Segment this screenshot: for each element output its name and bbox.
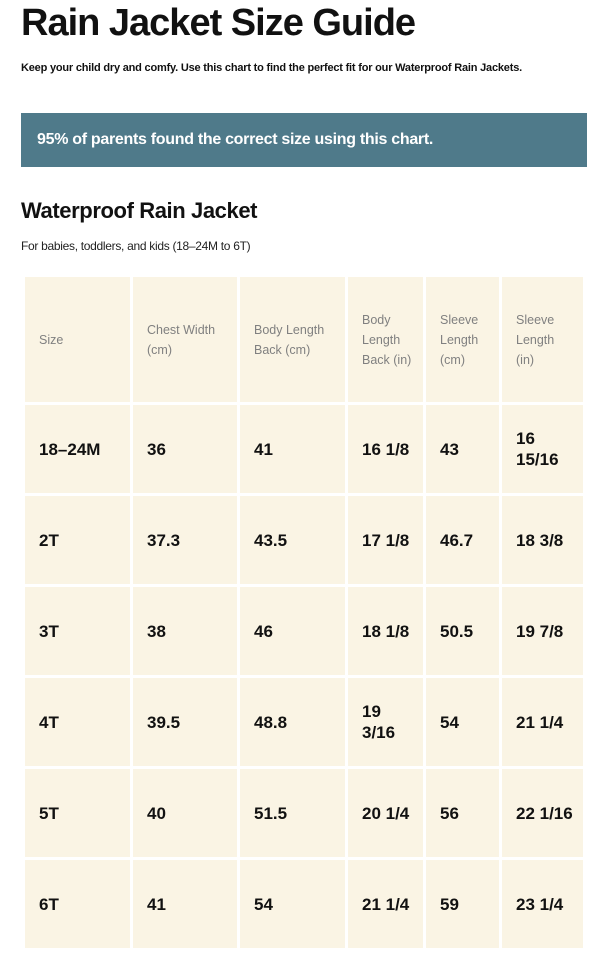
column-header: Sleeve Length (in) — [502, 277, 583, 402]
table-cell: 36 — [133, 405, 237, 493]
page-title: Rain Jacket Size Guide — [21, 2, 416, 44]
table-cell: 51.5 — [240, 769, 345, 857]
table-cell: 16 1/8 — [348, 405, 423, 493]
table-cell: 23 1/4 — [502, 860, 583, 948]
column-header: Body Length Back (in) — [348, 277, 423, 402]
table-cell: 6T — [25, 860, 130, 948]
table-cell: 37.3 — [133, 496, 237, 584]
table-cell: 43 — [426, 405, 499, 493]
table-cell: 22 1/16 — [502, 769, 583, 857]
table-cell: 56 — [426, 769, 499, 857]
table-row: 5T 40 51.5 20 1/4 56 22 1/16 — [25, 769, 583, 857]
table-row: 4T 39.5 48.8 19 3/16 54 21 1/4 — [25, 678, 583, 766]
section-title: Waterproof Rain Jacket — [21, 198, 258, 223]
table-cell: 54 — [426, 678, 499, 766]
table-cell: 3T — [25, 587, 130, 675]
column-header: Sleeve Length (cm) — [426, 277, 499, 402]
table-cell: 2T — [25, 496, 130, 584]
table-cell: 17 1/8 — [348, 496, 423, 584]
table-cell: 18 1/8 — [348, 587, 423, 675]
table-body: 18–24M 36 41 16 1/8 43 16 15/16 2T 37.3 43.5 17 1… — [25, 405, 583, 948]
table-cell: 16 15/16 — [502, 405, 583, 493]
size-table: Size Chest Width (cm) Body Length Back (cm… — [22, 274, 586, 951]
table-cell: 19 3/16 — [348, 678, 423, 766]
table-row: 6T 41 54 21 1/4 59 23 1/4 — [25, 860, 583, 948]
table-row: 2T 37.3 43.5 17 1/8 46.7 18 3/8 — [25, 496, 583, 584]
table-cell: 5T — [25, 769, 130, 857]
table-cell: 41 — [133, 860, 237, 948]
section-subtitle: For babies, toddlers, and kids (18–24M t… — [21, 239, 251, 253]
table-cell: 46 — [240, 587, 345, 675]
table-cell: 18 3/8 — [502, 496, 583, 584]
column-header: Body Length Back (cm) — [240, 277, 345, 402]
table-cell: 43.5 — [240, 496, 345, 584]
table-cell: 4T — [25, 678, 130, 766]
table-cell: 40 — [133, 769, 237, 857]
table-cell: 21 1/4 — [502, 678, 583, 766]
column-header: Size — [25, 277, 130, 402]
table-cell: 59 — [426, 860, 499, 948]
table-row: 18–24M 36 41 16 1/8 43 16 15/16 — [25, 405, 583, 493]
table-cell: 20 1/4 — [348, 769, 423, 857]
header-row: Size Chest Width (cm) Body Length Back (cm… — [25, 277, 583, 402]
table-cell: 19 7/8 — [502, 587, 583, 675]
column-header: Chest Width (cm) — [133, 277, 237, 402]
table-row: 3T 38 46 18 1/8 50.5 19 7/8 — [25, 587, 583, 675]
table-cell: 41 — [240, 405, 345, 493]
table-cell: 48.8 — [240, 678, 345, 766]
table-cell: 50.5 — [426, 587, 499, 675]
table-cell: 46.7 — [426, 496, 499, 584]
page-subtitle: Keep your child dry and comfy. Use this … — [21, 62, 522, 74]
banner: 95% of parents found the correct size us… — [21, 113, 587, 167]
table-cell: 21 1/4 — [348, 860, 423, 948]
table-cell: 54 — [240, 860, 345, 948]
table-cell: 18–24M — [25, 405, 130, 493]
table-cell: 38 — [133, 587, 237, 675]
table-cell: 39.5 — [133, 678, 237, 766]
